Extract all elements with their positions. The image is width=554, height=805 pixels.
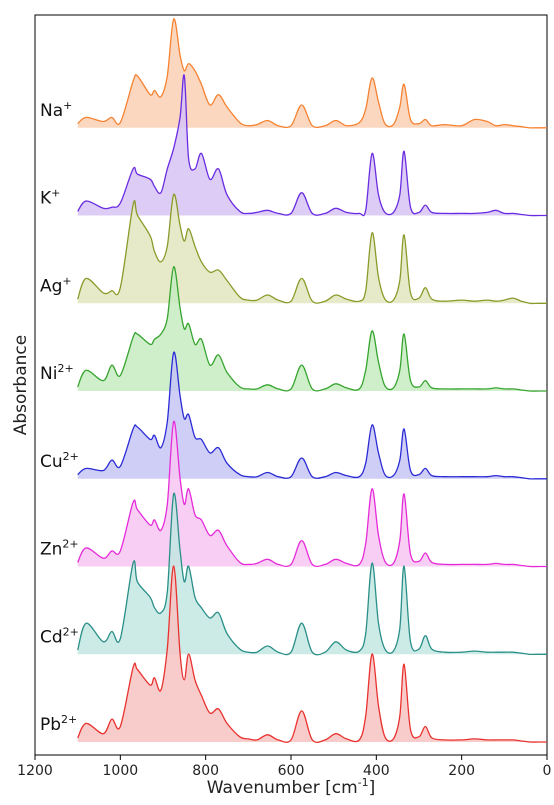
x-axis-ticks: 1200 1000 800 600 400 200 0: [17, 755, 551, 779]
series-area-ni: [77, 266, 547, 392]
x-tick-label: 0: [543, 763, 552, 779]
series-label-k: K+: [40, 187, 60, 209]
x-tick-label: 1200: [17, 763, 53, 779]
series-labels-group: Na+ K+ Ag+ Ni2+ Cu2+ Zn2+ Cd2+ Pb2+: [40, 99, 79, 735]
series-area-cd: [77, 493, 547, 655]
series-area-ag: [77, 194, 547, 304]
series-line-na: [77, 18, 547, 129]
series-line-pb: [77, 565, 547, 743]
series-line-cu: [77, 351, 547, 480]
x-axis-title: Wavenumber [cm-1]: [207, 776, 376, 798]
x-tick-label: 200: [448, 763, 475, 779]
x-tick-label: 800: [192, 763, 219, 779]
series-label-ag: Ag+: [40, 274, 72, 296]
series-label-pb: Pb2+: [40, 713, 77, 735]
series-label-cd: Cd2+: [40, 625, 79, 647]
series-line-cd: [77, 492, 547, 656]
series-area-cu: [77, 352, 547, 479]
series-k: [77, 74, 547, 217]
series-ni: [77, 266, 547, 392]
series-na: [77, 18, 547, 129]
series-line-ag: [77, 193, 547, 305]
x-tick-label: 400: [363, 763, 390, 779]
series-area-zn: [77, 421, 547, 567]
series-label-na: Na+: [40, 99, 72, 121]
series-area-pb: [77, 565, 547, 743]
series-pb: [77, 565, 547, 743]
series-zn: [77, 420, 547, 568]
series-line-zn: [77, 420, 547, 568]
series-label-cu: Cu2+: [40, 450, 79, 472]
series-cd: [77, 492, 547, 656]
series-area-na: [77, 18, 547, 128]
series-line-k: [77, 74, 547, 217]
series-label-zn: Zn2+: [40, 538, 79, 560]
series-ag: [77, 193, 547, 305]
series-label-ni: Ni2+: [40, 362, 74, 384]
traces-group: [77, 18, 547, 743]
series-cu: [77, 351, 547, 480]
series-area-k: [77, 74, 547, 216]
series-line-ni: [77, 266, 547, 392]
y-axis-title: Absorbance: [11, 335, 31, 435]
x-tick-label: 1000: [103, 763, 139, 779]
x-tick-label: 600: [278, 763, 305, 779]
